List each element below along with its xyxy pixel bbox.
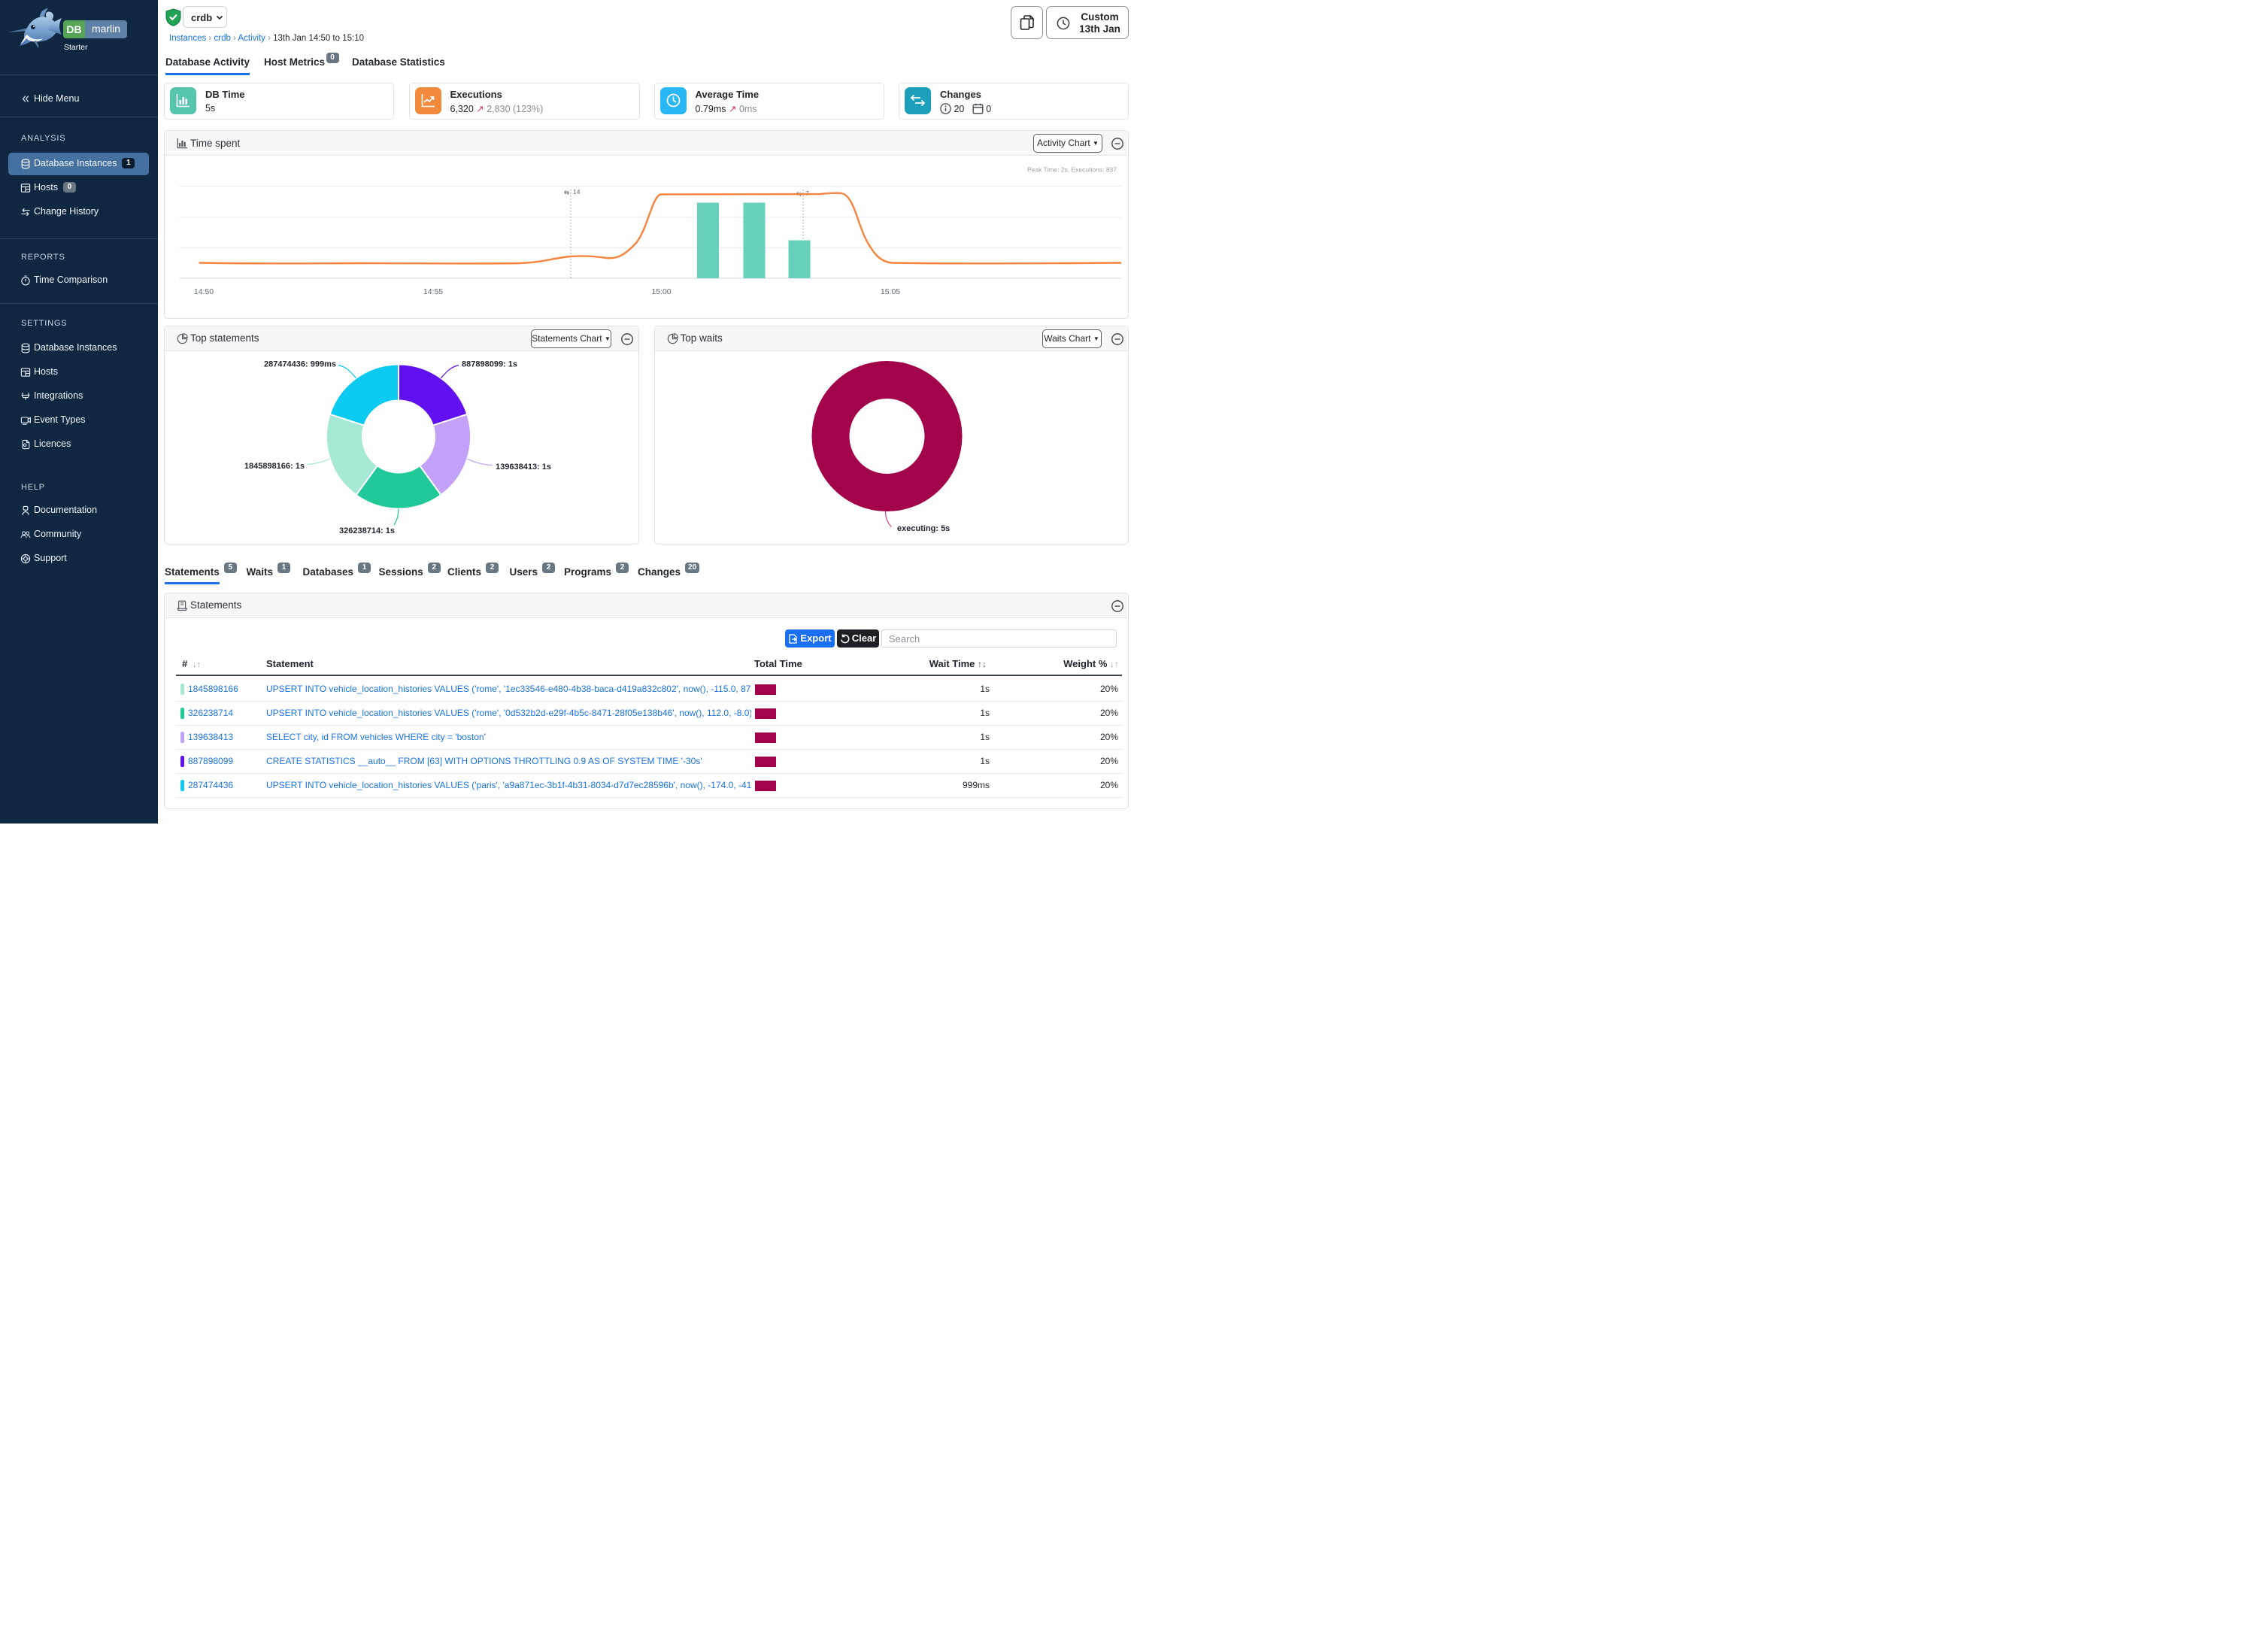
svg-text:14: 14: [573, 188, 581, 196]
svg-text:⇆: ⇆: [564, 189, 570, 196]
svg-text:15:00: 15:00: [651, 287, 671, 296]
svg-text:Peak Time: 2s, Executions: 837: Peak Time: 2s, Executions: 837: [1027, 166, 1117, 174]
svg-text:15:05: 15:05: [881, 287, 900, 296]
svg-text:1845898166: 1s: 1845898166: 1s: [244, 462, 305, 471]
svg-text:287474436: 999ms: 287474436: 999ms: [264, 359, 336, 369]
svg-text:326238714: 1s: 326238714: 1s: [339, 526, 395, 535]
svg-text:14:50: 14:50: [194, 287, 214, 296]
svg-text:executing: 5s: executing: 5s: [897, 524, 950, 533]
svg-text:887898099: 1s: 887898099: 1s: [462, 359, 517, 369]
svg-text:139638413: 1s: 139638413: 1s: [496, 463, 551, 472]
svg-text:14:55: 14:55: [423, 287, 443, 296]
